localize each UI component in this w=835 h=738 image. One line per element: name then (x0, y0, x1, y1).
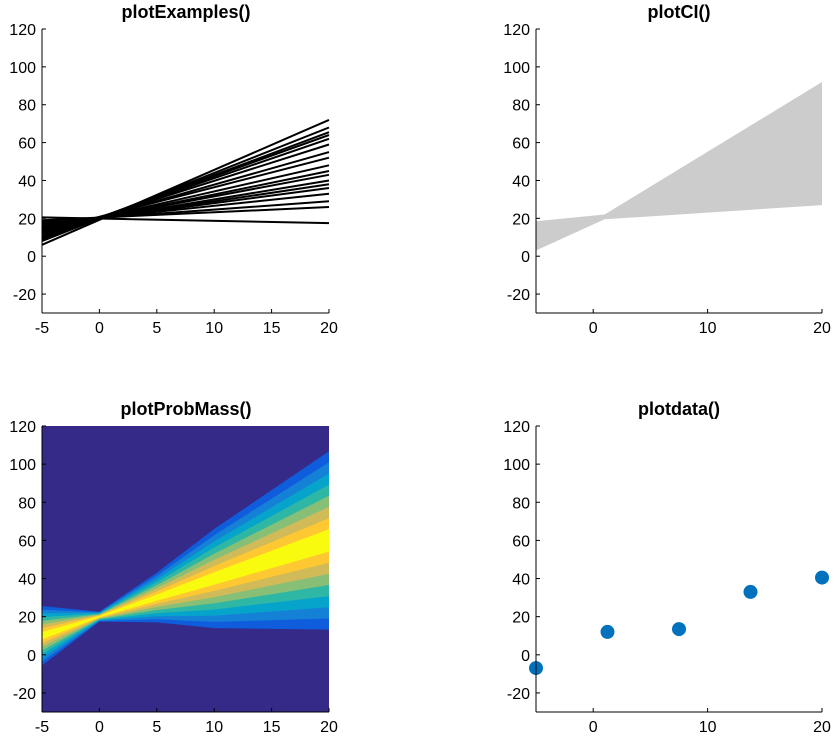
subplot-title: plotdata() (638, 399, 720, 419)
y-tick-label: -20 (507, 287, 530, 304)
x-tick-label: 5 (152, 320, 161, 337)
x-tick-label: 15 (263, 719, 281, 736)
x-tick-label: 15 (263, 320, 281, 337)
y-tick-label: 60 (512, 533, 530, 550)
subplot-plot-data: plotdata() -20 0 20 40 60 80 100 120 0 10 20 (503, 399, 831, 736)
y-tick-label: 60 (18, 136, 36, 153)
y-tick-label: 120 (503, 22, 530, 39)
x-tick-label: 0 (589, 320, 598, 337)
y-tick-label: 0 (521, 249, 530, 266)
series-line (41, 118, 330, 246)
y-tick-label: 80 (512, 98, 530, 115)
y-tick-label: 20 (18, 610, 36, 627)
plot-area (529, 570, 829, 676)
data-point (815, 570, 829, 585)
y-tick-label: 40 (18, 572, 36, 589)
y-tick-label: 120 (9, 419, 36, 436)
x-tick-label: 0 (589, 719, 598, 736)
confidence-band (536, 82, 822, 251)
subplot-title: plotCI() (648, 2, 711, 22)
x-tick-label: 5 (152, 719, 161, 736)
plot-area (42, 426, 329, 712)
y-tick-label: -20 (13, 287, 36, 304)
series-line (41, 126, 330, 243)
plot-area (41, 118, 330, 246)
y-tick-label: 100 (9, 457, 36, 474)
x-tick-label: 10 (699, 320, 717, 337)
y-tick-label: 20 (512, 211, 530, 228)
axes: -20 0 20 40 60 80 100 120 -5 0 5 10 15 20 (9, 22, 338, 337)
y-tick-label: 20 (18, 211, 36, 228)
axes: -20 0 20 40 60 80 100 120 0 10 20 (503, 22, 831, 337)
y-tick-label: 40 (512, 173, 530, 190)
data-point (743, 584, 758, 599)
y-tick-label: 100 (9, 60, 36, 77)
density-band (42, 529, 329, 640)
x-tick-label: 0 (95, 320, 104, 337)
data-point (600, 624, 615, 639)
y-tick-label: 80 (512, 495, 530, 512)
axes: -20 0 20 40 60 80 100 120 -5 0 5 10 15 20 (9, 419, 338, 736)
y-tick-label: -20 (13, 686, 36, 703)
x-tick-label: 20 (320, 719, 338, 736)
y-tick-label: 0 (521, 648, 530, 665)
subplot-plot-ci: plotCI() -20 0 20 40 60 80 100 120 0 10 20 (503, 2, 831, 337)
y-tick-label: 80 (18, 495, 36, 512)
subplot-plot-prob-mass: plotProbMass() -20 0 20 40 60 80 100 120 -5 0 5 10 1… (9, 399, 338, 736)
data-point (672, 622, 686, 637)
y-tick-label: 60 (18, 533, 36, 550)
y-tick-label: 60 (512, 136, 530, 153)
y-tick-label: 0 (27, 648, 36, 665)
subplot-title: plotProbMass() (120, 399, 251, 419)
axes: -20 0 20 40 60 80 100 120 0 10 20 (503, 419, 831, 736)
x-tick-label: 10 (699, 719, 717, 736)
x-tick-label: 20 (813, 320, 831, 337)
y-tick-label: 120 (9, 22, 36, 39)
x-tick-label: 10 (205, 719, 223, 736)
subplot-plot-examples: plotExamples() -20 0 20 40 60 80 100 120 -5 0 5 10 1… (9, 2, 338, 337)
y-tick-label: 100 (503, 457, 530, 474)
x-tick-label: 20 (320, 320, 338, 337)
y-tick-label: 40 (512, 572, 530, 589)
y-tick-label: 40 (18, 173, 36, 190)
y-tick-label: 100 (503, 60, 530, 77)
y-tick-label: 20 (512, 610, 530, 627)
y-tick-label: 120 (503, 419, 530, 436)
x-tick-label: 20 (813, 719, 831, 736)
x-tick-label: -5 (35, 320, 49, 337)
x-tick-label: 10 (205, 320, 223, 337)
y-tick-label: 80 (18, 98, 36, 115)
plot-area (536, 82, 822, 251)
x-tick-label: -5 (35, 719, 49, 736)
y-tick-label: 0 (27, 249, 36, 266)
y-tick-label: -20 (507, 686, 530, 703)
subplot-title: plotExamples() (121, 2, 250, 22)
x-tick-label: 0 (95, 719, 104, 736)
